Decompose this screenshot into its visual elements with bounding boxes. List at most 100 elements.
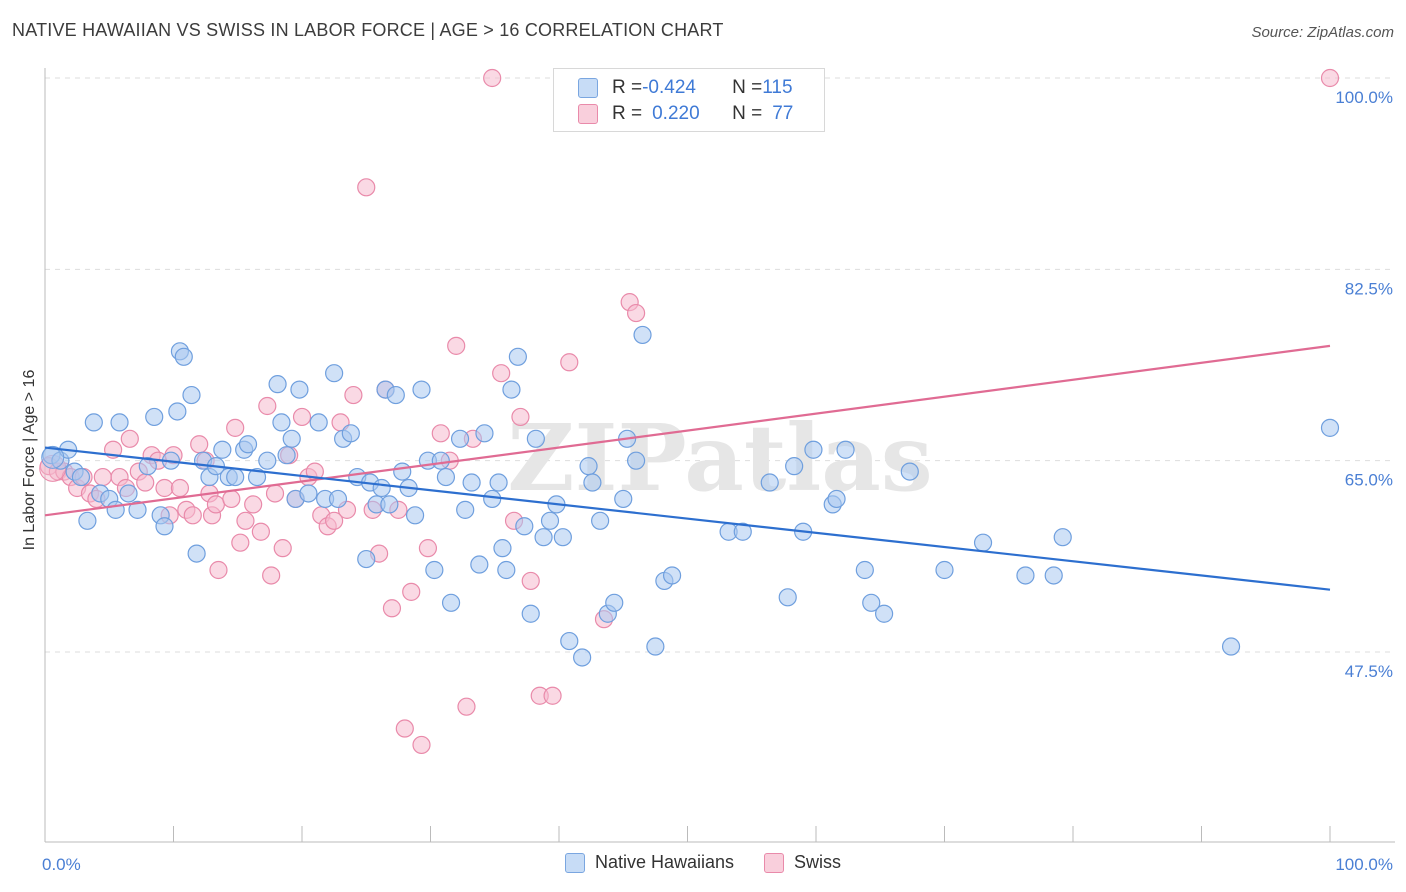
native-hawaiians-point <box>733 522 752 541</box>
swiss-point <box>521 571 540 591</box>
native-hawaiians-point <box>213 440 232 459</box>
native-hawaiians-point <box>855 560 874 580</box>
legend-n-value: 115 <box>762 77 793 98</box>
swiss-point <box>626 303 646 323</box>
native-hawaiians-point <box>441 593 461 612</box>
native-hawaiians-point <box>583 473 602 492</box>
source-label: Source: ZipAtlas.com <box>1251 24 1394 41</box>
native-hawaiians-point <box>174 347 193 366</box>
swiss-point <box>155 478 174 498</box>
native-hawaiians-point <box>247 467 267 487</box>
native-hawaiians-trend-line <box>44 446 1331 591</box>
swiss-point <box>511 407 530 427</box>
native-hawaiians-point <box>431 451 450 470</box>
x-tick-label: 0.0% <box>42 855 81 874</box>
native-hawaiians-point <box>646 637 665 656</box>
legend-r-label: R = <box>612 103 643 124</box>
native-hawaiians-point <box>436 467 456 487</box>
native-hawaiians-point <box>900 462 919 481</box>
swiss-point <box>222 489 241 509</box>
swiss-point <box>251 522 270 541</box>
swiss-point <box>543 686 562 705</box>
native-hawaiians-point <box>425 560 444 580</box>
native-hawaiians-point <box>341 424 360 443</box>
native-hawaiians-point <box>357 549 376 569</box>
swiss-point <box>209 560 228 580</box>
swiss-point <box>273 539 292 558</box>
native-hawaiians-point <box>785 457 804 476</box>
legend-swatch-pink <box>764 852 785 873</box>
native-hawaiians-point <box>282 429 301 448</box>
native-hawaiians-points <box>41 325 1340 667</box>
native-hawaiians-point <box>71 467 91 487</box>
swiss-point <box>206 495 226 514</box>
native-hawaiians-point <box>405 506 425 525</box>
legend-item-native-hawaiians[interactable]: Native Hawaiians <box>564 852 734 873</box>
native-hawaiians-point <box>380 495 399 514</box>
legend-r-value: -0.424 <box>642 77 696 98</box>
native-hawaiians-point <box>579 457 598 476</box>
native-hawaiians-point <box>290 380 309 399</box>
swiss-point <box>292 407 312 427</box>
native-hawaiians-point <box>804 440 823 459</box>
swiss-point <box>226 418 245 437</box>
native-hawaiians-point <box>412 380 431 399</box>
native-hawaiians-point <box>633 325 652 345</box>
native-hawaiians-point <box>778 588 797 607</box>
native-hawaiians-point <box>78 511 97 530</box>
x-tick-label: 100.0% <box>1335 855 1393 874</box>
chart-title: NATIVE HAWAIIAN VS SWISS IN LABOR FORCE … <box>12 20 724 40</box>
native-hawaiians-point <box>272 413 291 432</box>
swiss-point <box>231 533 250 552</box>
legend-swatch-pink <box>578 104 598 124</box>
y-tick-label: 65.0% <box>1345 471 1393 490</box>
tick-labels: 100.0% 82.5% 65.0% 47.5% 0.0% 100.0% <box>42 88 1393 874</box>
native-hawaiians-point <box>238 435 258 454</box>
native-hawaiians-point <box>493 539 512 558</box>
legend-item-swiss[interactable]: Swiss <box>764 852 841 873</box>
swiss-point <box>170 478 190 498</box>
legend-r-value: 0.220 <box>652 103 700 124</box>
swiss-point <box>1320 68 1340 88</box>
native-hawaiians-point <box>540 511 560 530</box>
native-hawaiians-point <box>875 604 894 623</box>
native-hawaiians-point <box>1320 418 1340 437</box>
legend-swatch-blue <box>564 852 585 873</box>
native-hawaiians-point <box>462 473 481 492</box>
native-hawaiians-point <box>760 473 779 492</box>
native-hawaiians-point <box>84 413 103 432</box>
native-hawaiians-point <box>110 413 129 432</box>
swiss-point <box>136 473 155 492</box>
native-hawaiians-cluster-point <box>41 445 65 469</box>
swiss-point <box>431 424 450 443</box>
swiss-point <box>382 599 402 618</box>
legend-n-value: 77 <box>772 103 794 124</box>
native-hawaiians-point <box>553 528 572 547</box>
native-hawaiians-point <box>325 364 344 383</box>
swiss-point <box>183 506 202 525</box>
native-hawaiians-point <box>268 375 287 394</box>
swiss-point <box>483 68 502 88</box>
native-hawaiians-point <box>573 648 592 667</box>
native-hawaiians-point <box>1044 566 1063 585</box>
watermark: ZIPatlas <box>507 404 932 512</box>
native-hawaiians-point <box>182 385 201 405</box>
swiss-point <box>244 495 263 514</box>
swiss-point <box>412 735 431 755</box>
swiss-point <box>262 566 281 585</box>
legend-label: Swiss <box>794 852 842 872</box>
swiss-point <box>457 697 476 716</box>
swiss-point <box>357 178 376 197</box>
swiss-point <box>344 385 363 405</box>
legend-swatch-blue <box>578 78 598 98</box>
swiss-point <box>560 353 579 372</box>
native-hawaiians-point <box>605 593 624 612</box>
native-hawaiians-point <box>299 484 318 503</box>
native-hawaiians-point <box>119 484 138 503</box>
native-hawaiians-point <box>502 380 521 399</box>
native-hawaiians-point <box>277 446 296 465</box>
legend-n-label: N = <box>732 77 763 98</box>
native-hawaiians-point <box>497 560 516 580</box>
legend-row-swiss: R = 0.220 N = 77 <box>578 101 793 127</box>
swiss-point <box>402 582 421 601</box>
